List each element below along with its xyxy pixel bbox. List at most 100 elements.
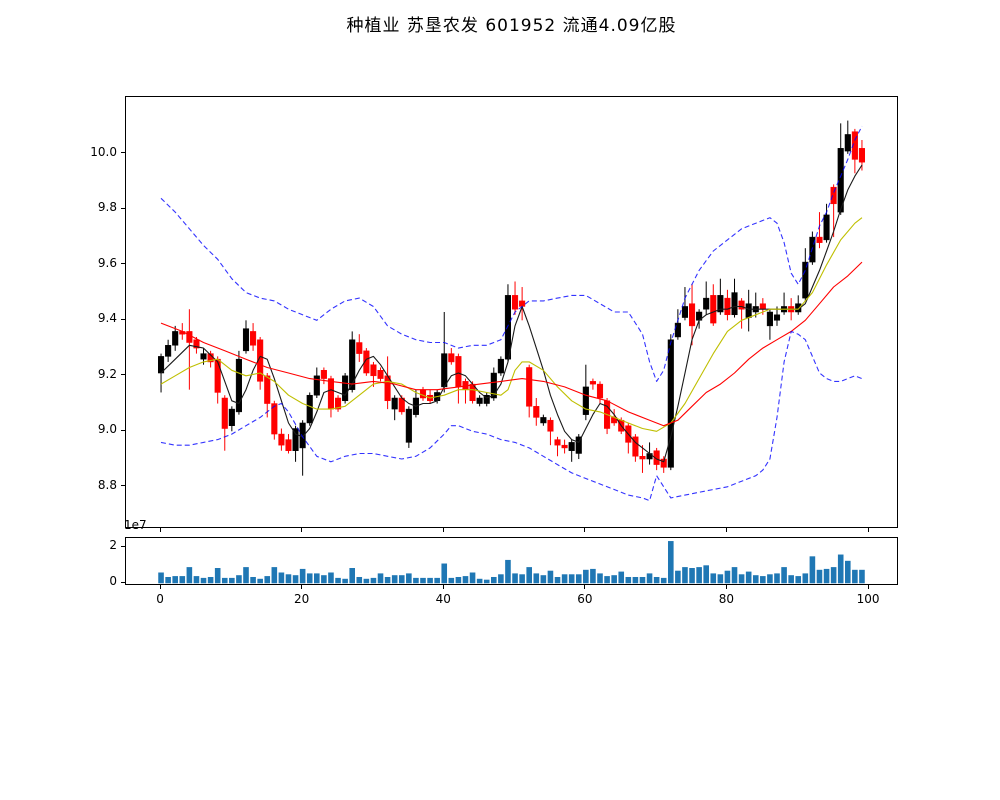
y-axis-tick-mark	[121, 263, 125, 265]
volume-bar	[781, 567, 787, 584]
volume-bar	[590, 568, 596, 584]
volume-bar	[491, 576, 497, 584]
volume-bar	[604, 576, 610, 584]
volume-bar	[540, 575, 547, 584]
volume-bar	[710, 573, 717, 584]
candlestick	[186, 309, 193, 390]
candlestick	[419, 386, 427, 401]
candlestick	[766, 309, 773, 340]
volume-bar	[745, 571, 752, 584]
volume-bar	[292, 575, 299, 584]
candlestick	[257, 336, 264, 390]
candlestick	[837, 123, 844, 215]
candlestick	[377, 367, 384, 382]
volume-bar	[179, 576, 186, 584]
volume-bar	[356, 576, 363, 584]
volume-bar	[774, 573, 780, 584]
volume-bar	[158, 572, 164, 584]
y-axis-tick-label: 9.0	[97, 422, 117, 437]
volume-bar	[448, 577, 455, 584]
volume-bar	[363, 578, 370, 584]
candlestick	[519, 287, 526, 321]
candlestick	[667, 334, 674, 471]
price-chart-canvas	[157, 120, 866, 502]
volume-bar	[526, 567, 532, 584]
candlestick	[441, 312, 448, 393]
volume-y-axis-tick-mark	[121, 545, 125, 547]
volume-bar	[703, 565, 709, 584]
candlestick	[356, 334, 363, 362]
volume-panel	[125, 537, 898, 585]
candlestick	[710, 284, 717, 326]
volume-bar	[384, 576, 391, 584]
volume-bar	[533, 573, 540, 584]
candlestick	[681, 287, 689, 321]
candlestick	[320, 367, 327, 385]
x-axis-tick-mark	[584, 585, 586, 589]
candlestick	[575, 434, 582, 460]
volume-bar	[314, 573, 320, 584]
volume-bar	[406, 573, 412, 584]
candlestick	[802, 248, 809, 301]
candlestick	[349, 331, 356, 393]
volume-scale-offset-label: 1e7	[124, 518, 147, 532]
price-x-axis-tick-mark	[301, 528, 303, 532]
volume-bar	[795, 576, 802, 584]
candlestick	[363, 348, 370, 376]
candlestick	[688, 284, 696, 346]
volume-bar	[257, 578, 263, 584]
volume-bar	[243, 567, 249, 584]
candlestick	[483, 392, 490, 407]
x-axis-tick-label: 80	[718, 592, 735, 606]
volume-bar	[377, 573, 384, 584]
volume-bar	[554, 576, 561, 584]
volume-bar	[165, 576, 171, 584]
candlestick	[816, 212, 823, 249]
volume-bar	[788, 575, 794, 584]
volume-bar	[264, 576, 271, 584]
candlestick	[497, 356, 504, 376]
candlestick	[660, 456, 667, 473]
x-axis-tick-label: 40	[435, 592, 451, 606]
candlestick	[844, 120, 851, 154]
price-panel	[125, 96, 898, 528]
volume-bar	[682, 567, 688, 584]
volume-bar	[583, 569, 589, 584]
volume-bar	[767, 574, 773, 584]
volume-bar	[547, 570, 554, 584]
candlestick	[625, 422, 632, 454]
y-axis-tick-label: 8.8	[97, 477, 117, 492]
candlestick	[476, 395, 483, 407]
volume-bar	[186, 567, 193, 584]
volume-bar	[639, 576, 646, 584]
x-axis-tick-label: 100	[856, 592, 880, 606]
candlestick	[639, 445, 646, 473]
bollinger-lower-line	[160, 330, 863, 502]
candlestick	[823, 203, 830, 243]
volume-bar	[207, 576, 214, 584]
price-x-axis-tick-mark	[442, 528, 444, 532]
x-axis-tick-mark	[442, 585, 444, 589]
candlestick	[547, 417, 554, 446]
candlestick	[462, 378, 469, 404]
volume-bar	[738, 574, 745, 584]
candlestick	[554, 436, 561, 457]
y-axis-tick-label: 9.6	[97, 255, 117, 270]
volume-bar	[172, 576, 179, 584]
volume-bar	[306, 573, 313, 584]
volume-bar	[667, 541, 674, 584]
candlestick	[228, 406, 235, 432]
volume-bar	[802, 573, 809, 584]
volume-bar	[611, 575, 617, 584]
volume-bar	[837, 554, 844, 584]
volume-bar	[830, 567, 837, 584]
candlestick	[221, 395, 228, 451]
y-axis-tick-mark	[121, 429, 125, 431]
chart-title: 种植业 苏垦农发 601952 流通4.09亿股	[346, 16, 677, 36]
volume-bar	[660, 577, 667, 584]
candlestick	[632, 434, 639, 462]
volume-bar	[370, 577, 377, 584]
volume-y-axis-tick-label: 0	[109, 574, 117, 589]
volume-y-axis-tick-mark	[121, 581, 125, 583]
